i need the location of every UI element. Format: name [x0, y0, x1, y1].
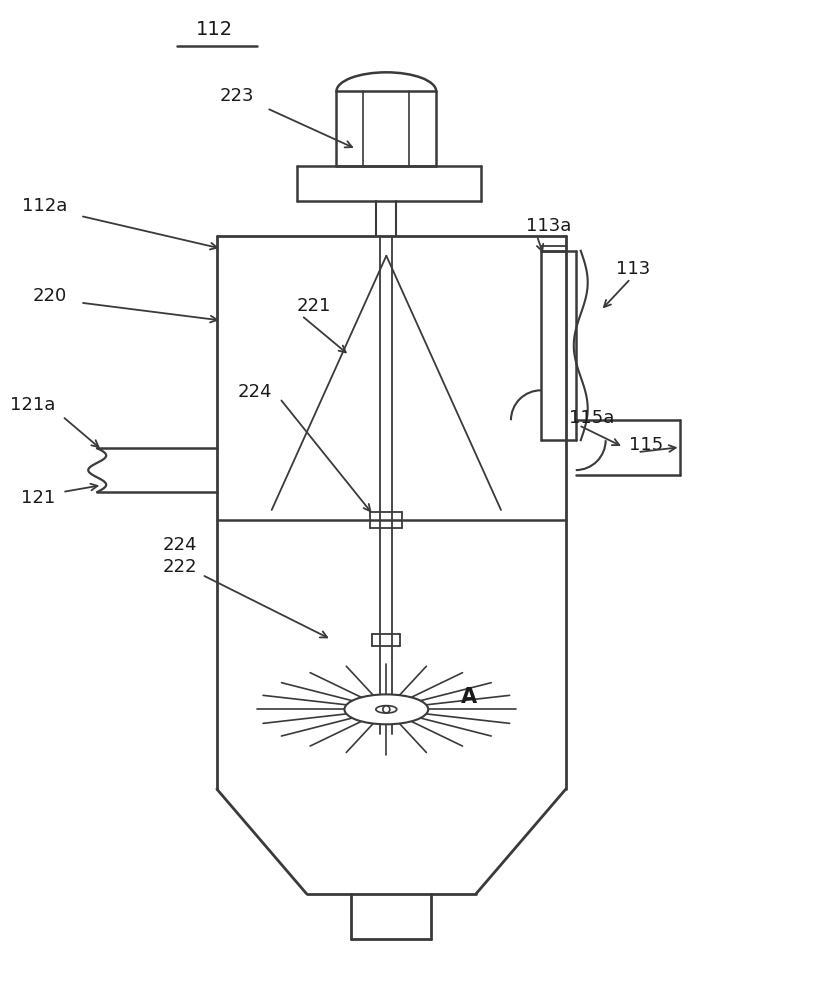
Text: 224: 224 — [237, 383, 272, 401]
Circle shape — [383, 706, 390, 713]
Text: 113: 113 — [616, 260, 649, 278]
Text: 112: 112 — [196, 20, 233, 39]
Text: 222: 222 — [163, 558, 197, 576]
Text: 115a: 115a — [569, 409, 614, 427]
Text: 121: 121 — [21, 489, 56, 507]
Text: A: A — [461, 687, 477, 707]
Text: 121a: 121a — [10, 396, 56, 414]
Text: 115: 115 — [628, 436, 663, 454]
Text: 221: 221 — [297, 297, 331, 315]
Text: 224: 224 — [163, 536, 197, 554]
Text: 113a: 113a — [526, 217, 571, 235]
Ellipse shape — [344, 694, 428, 724]
Text: 223: 223 — [219, 87, 254, 105]
Ellipse shape — [375, 706, 397, 713]
Text: 112a: 112a — [22, 197, 67, 215]
Text: 220: 220 — [33, 287, 67, 305]
